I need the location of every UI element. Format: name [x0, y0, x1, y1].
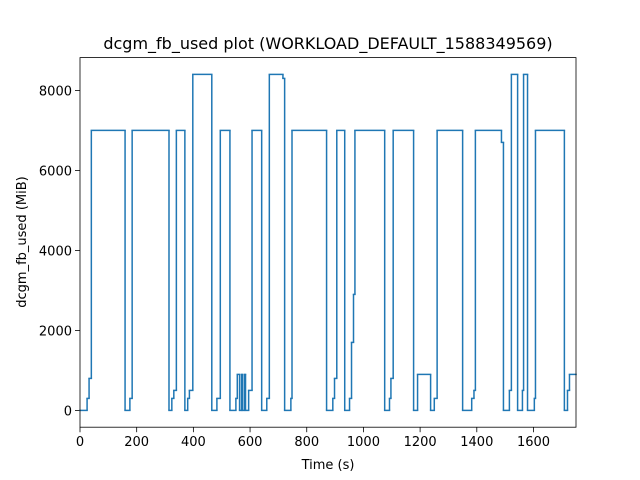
x-tick-label: 1200	[404, 435, 437, 450]
x-tick-label: 1400	[460, 435, 493, 450]
y-tick-label: 8000	[39, 84, 72, 99]
y-tick-label: 4000	[39, 244, 72, 259]
chart-title: dcgm_fb_used plot (WORKLOAD_DEFAULT_1588…	[103, 34, 552, 54]
x-tick-label: 1600	[517, 435, 550, 450]
y-axis-label: dcgm_fb_used (MiB)	[15, 176, 30, 307]
x-tick-label: 600	[238, 435, 263, 450]
x-tick-label: 0	[76, 435, 84, 450]
y-tick-label: 2000	[39, 324, 72, 339]
plot-frame	[79, 57, 577, 428]
x-tick-label: 1000	[347, 435, 380, 450]
y-tick-label: 0	[64, 404, 72, 419]
y-tick-label: 6000	[39, 164, 72, 179]
x-axis-label: Time (s)	[301, 458, 355, 473]
x-tick-label: 200	[124, 435, 149, 450]
x-tick-label: 400	[181, 435, 206, 450]
x-tick-label: 800	[294, 435, 319, 450]
